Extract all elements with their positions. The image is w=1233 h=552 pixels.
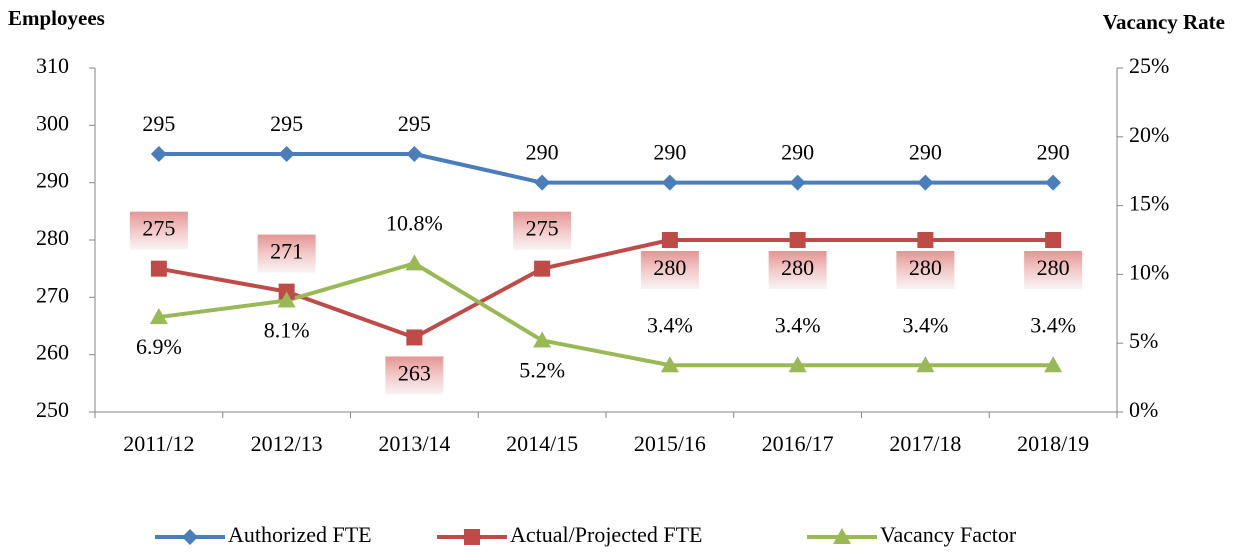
data-point (406, 146, 423, 162)
data-point (1045, 232, 1062, 248)
data-label: 3.4% (902, 312, 948, 337)
legend-marker (182, 529, 198, 545)
data-label-box (129, 211, 188, 250)
data-label: 6.9% (136, 334, 182, 359)
y-tick-label: 270 (36, 282, 69, 307)
y2-tick-label: 10% (1129, 259, 1169, 284)
data-label: 3.4% (647, 312, 693, 337)
data-label-box (513, 211, 572, 250)
data-label-box (640, 251, 699, 289)
series-line (158, 261, 1054, 368)
data-label: 5.2% (519, 357, 565, 382)
y2-tick-label: 25% (1129, 53, 1169, 78)
y2-axis-title: Vacancy Rate (1103, 10, 1225, 34)
x-tick-label: 2012/13 (251, 431, 323, 456)
data-label-box (385, 356, 444, 395)
x-tick-label: 2018/19 (1017, 431, 1089, 456)
data-point (661, 174, 678, 191)
data-label: 8.1% (264, 318, 310, 343)
y-tick-label: 250 (36, 397, 69, 422)
data-label: 10.8% (386, 210, 443, 235)
data-point (534, 260, 551, 277)
data-point (406, 329, 423, 346)
data-label: 3.4% (775, 312, 821, 337)
y2-tick-label: 15% (1129, 191, 1169, 216)
legend-marker (833, 528, 851, 544)
data-label: 263 (398, 361, 431, 386)
legend-marker (464, 529, 480, 545)
data-point (1045, 174, 1062, 191)
y-tick-label: 280 (36, 225, 69, 250)
legend-label: Authorized FTE (228, 522, 372, 547)
x-tick-label: 2017/18 (889, 431, 961, 456)
x-tick-label: 2015/16 (634, 431, 706, 456)
series-line (158, 152, 1054, 185)
data-point (789, 232, 806, 248)
data-label: 275 (142, 216, 175, 241)
data-label: 295 (142, 111, 175, 136)
legend-label: Actual/Projected FTE (510, 522, 702, 547)
data-point (660, 356, 679, 373)
data-label: 280 (781, 255, 814, 280)
data-point (788, 356, 807, 373)
data-point (661, 232, 678, 248)
data-point (917, 232, 934, 248)
y2-tick-label: 0% (1129, 397, 1158, 422)
data-label: 280 (909, 255, 942, 280)
data-label: 290 (909, 140, 942, 165)
legend-label: Vacancy Factor (880, 522, 1017, 547)
y2-tick-label: 5% (1129, 328, 1158, 353)
data-point (149, 308, 168, 325)
series-line (158, 238, 1054, 340)
y-axis-title: Employees (8, 6, 105, 30)
data-label-box (1024, 251, 1083, 289)
y-tick-label: 260 (36, 340, 69, 365)
data-point (150, 260, 167, 277)
x-tick-label: 2011/12 (123, 431, 194, 456)
data-label: 290 (781, 140, 814, 165)
data-label: 275 (526, 216, 559, 241)
data-label: 295 (270, 111, 303, 136)
data-label: 280 (653, 255, 686, 280)
data-label: 280 (1037, 255, 1070, 280)
data-point (405, 254, 424, 271)
data-point (534, 174, 551, 191)
data-point (917, 174, 934, 191)
data-point (916, 356, 935, 373)
data-point (277, 291, 296, 308)
data-label-box (257, 234, 316, 273)
y-tick-label: 290 (36, 168, 69, 193)
x-tick-label: 2013/14 (378, 431, 450, 456)
data-point (533, 331, 552, 348)
data-point (278, 146, 295, 162)
y2-tick-label: 20% (1129, 122, 1169, 147)
data-label-box (896, 251, 955, 289)
data-label: 295 (398, 111, 431, 136)
data-point (150, 146, 167, 162)
data-point (789, 174, 806, 191)
data-label: 290 (1037, 140, 1070, 165)
x-tick-label: 2016/17 (762, 431, 834, 456)
data-label: 290 (653, 140, 686, 165)
y-tick-label: 310 (36, 53, 69, 78)
data-point (1044, 356, 1063, 373)
data-label-box (768, 251, 827, 289)
data-label: 3.4% (1030, 312, 1076, 337)
data-label: 290 (526, 140, 559, 165)
x-tick-label: 2014/15 (506, 431, 578, 456)
y-tick-label: 300 (36, 110, 69, 135)
data-label: 271 (270, 239, 303, 264)
